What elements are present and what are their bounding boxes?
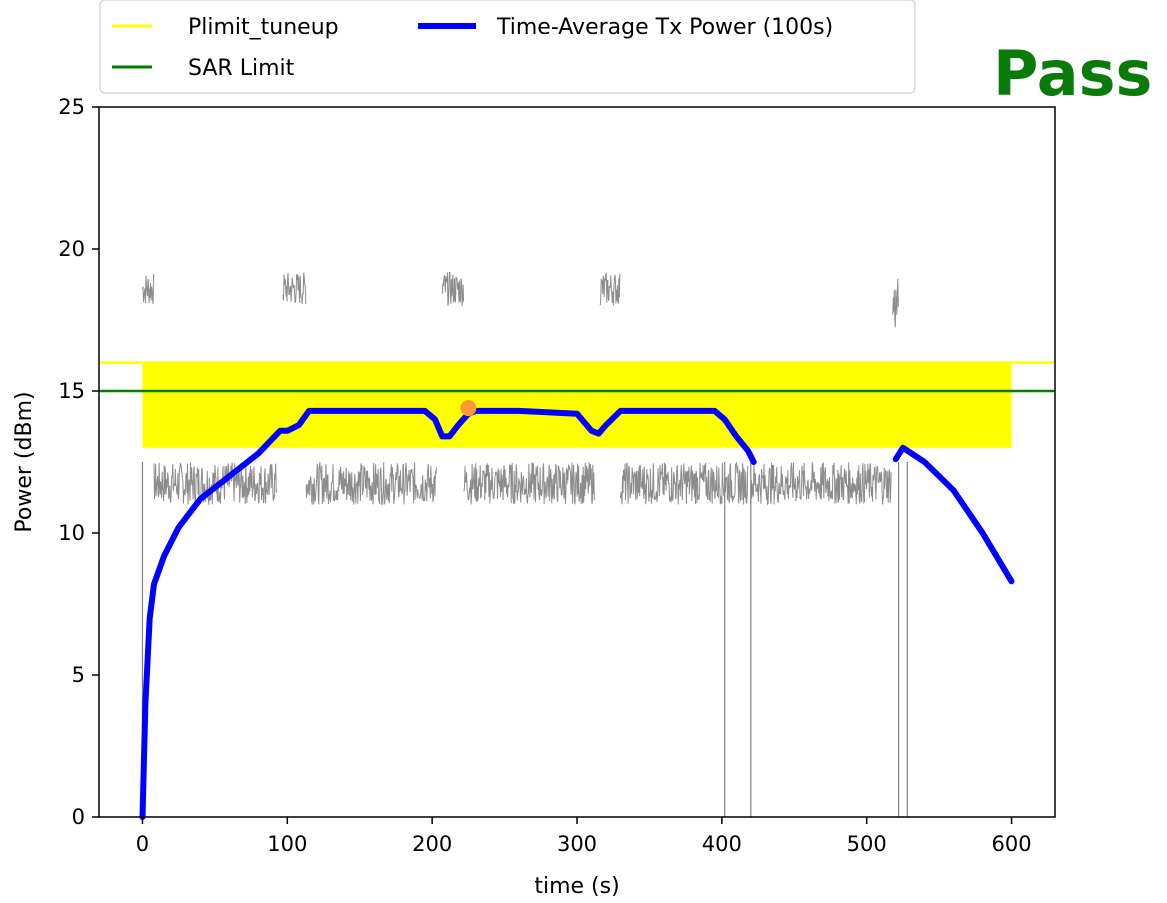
limit-lines-layer xyxy=(99,361,1055,393)
instantaneous-power-segment-7 xyxy=(620,462,749,505)
y-axis-label: Power (dBm) xyxy=(12,391,37,532)
time-average-power-line-0 xyxy=(139,407,757,820)
instantaneous-power-segment-8 xyxy=(750,462,892,506)
instantaneous-power-segment-0 xyxy=(142,273,155,305)
peak-marker xyxy=(460,400,477,417)
x-axis-label: time (s) xyxy=(534,874,619,899)
instantaneous-power-segment-9 xyxy=(892,278,899,328)
x-tick-label-3: 300 xyxy=(557,832,597,856)
average-power-layer xyxy=(139,407,1015,820)
y-tick-label-0: 0 xyxy=(72,805,85,829)
instantaneous-power-segment-4 xyxy=(441,271,465,306)
x-tick-label-4: 400 xyxy=(702,832,742,856)
time-average-power-line-1 xyxy=(892,444,1015,585)
x-tick-label-0: 0 xyxy=(136,832,149,856)
instantaneous-power-segment-6 xyxy=(599,273,621,306)
instantaneous-power-segment-1 xyxy=(153,462,278,505)
instantaneous-power-segment-5 xyxy=(463,462,595,505)
verdict-pass: Pass xyxy=(993,37,1152,110)
instantaneous-power-segment-2 xyxy=(282,272,307,305)
legend-box xyxy=(99,0,916,94)
y-tick-label-5: 25 xyxy=(58,95,85,119)
instantaneous-power-layer xyxy=(141,271,908,817)
legend-label-avg: Time-Average Tx Power (100s) xyxy=(496,15,833,40)
x-tick-label-6: 600 xyxy=(991,832,1031,856)
y-tick-label-1: 5 xyxy=(72,663,85,687)
x-tick-label-2: 200 xyxy=(412,832,452,856)
axes-frame xyxy=(98,106,1056,818)
y-tick-label-4: 20 xyxy=(58,237,85,261)
tick-layer: 0 100 200 300 400 500 600 0 5 10 15 20 25 xyxy=(58,95,1031,856)
legend-label-tuneup: Plimit_tuneup xyxy=(188,15,339,40)
y-tick-label-2: 10 xyxy=(58,521,85,545)
instantaneous-power-segment-3 xyxy=(305,462,437,506)
x-tick-label-5: 500 xyxy=(847,832,887,856)
x-tick-label-1: 100 xyxy=(267,832,307,856)
legend: Plimit_tuneup SAR Limit Time-Average Tx … xyxy=(99,0,916,94)
legend-label-sar: SAR Limit xyxy=(188,56,295,81)
peak-marker-layer xyxy=(460,400,477,417)
y-tick-label-3: 15 xyxy=(58,379,85,403)
